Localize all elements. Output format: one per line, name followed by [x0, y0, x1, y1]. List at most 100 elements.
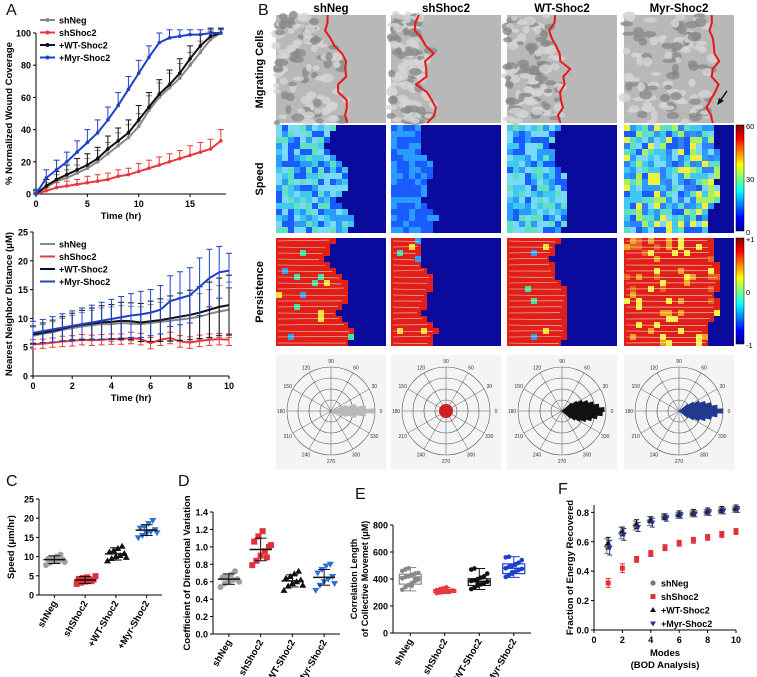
speed-cell [543, 179, 549, 185]
speed-cell [531, 179, 537, 185]
persistence-cell [300, 280, 306, 286]
cell [671, 63, 680, 73]
cell [689, 98, 701, 105]
speed-cell [642, 203, 648, 209]
speed-cell [330, 161, 336, 167]
y-tick-label: 0.2 [576, 596, 589, 606]
data-point [322, 563, 330, 570]
speed-cell [543, 221, 549, 227]
speed-cell [330, 185, 336, 191]
persistence-cell [666, 256, 672, 262]
persistence-cell [537, 262, 543, 268]
speed-cell [630, 203, 636, 209]
data-point [208, 34, 213, 39]
persistence-cell [336, 280, 342, 286]
persistence-cell [660, 334, 666, 340]
data-point [188, 153, 192, 158]
speed-cell [312, 137, 318, 143]
data-point [198, 50, 203, 55]
speed-cell [642, 179, 648, 185]
persistence-cell [324, 244, 330, 250]
vector-streak [625, 240, 708, 242]
speed-cell [294, 149, 300, 155]
speed-cell [391, 125, 397, 131]
cell [386, 112, 396, 119]
rose-spoke [523, 410, 563, 434]
speed-cell [549, 215, 555, 221]
persistence-cell [696, 238, 702, 244]
x-axis-label: Time (hr) [101, 211, 141, 222]
speed-cell [294, 179, 300, 185]
data-point [118, 542, 126, 549]
persistence-cell [324, 328, 330, 334]
speed-cell [642, 221, 648, 227]
speed-cell [276, 209, 282, 215]
speed-cell [624, 209, 630, 215]
rose-angle-label: 60 [701, 366, 707, 372]
speed-cell [403, 209, 409, 215]
cell [287, 27, 295, 34]
cell [331, 52, 343, 62]
speed-cell [409, 137, 415, 143]
speed-cell [696, 185, 702, 191]
speed-cell [702, 137, 708, 143]
speed-cell [288, 185, 294, 191]
speed-cell [330, 173, 336, 179]
speed-cell [276, 161, 282, 167]
colorbar-tick-label: -1 [746, 341, 753, 350]
cell [620, 21, 634, 27]
legend-label: shShoc2 [661, 592, 699, 602]
cell [533, 25, 542, 35]
migrating-cells-image [384, 10, 501, 126]
persistence-cell [678, 250, 684, 256]
group-shneg [398, 565, 422, 593]
persistence-cell [561, 304, 567, 310]
speed-cell [714, 185, 720, 191]
speed-cell [409, 167, 415, 173]
cell [395, 14, 410, 20]
speed-cell [294, 227, 300, 233]
rose-angle-label: 240 [417, 452, 426, 458]
speed-cell [555, 125, 561, 131]
speed-cell [306, 197, 312, 203]
cell [646, 85, 658, 91]
speed-cell [294, 209, 300, 215]
data-point [331, 580, 339, 587]
y-tick-label: 0 [23, 372, 28, 382]
speed-cell [714, 149, 720, 155]
data-point [106, 177, 110, 182]
persistence-cell [324, 322, 330, 328]
data-point [157, 40, 162, 45]
persistence-cell [330, 280, 336, 286]
speed-cell [282, 215, 288, 221]
speed-cell [282, 173, 288, 179]
speed-cell [312, 149, 318, 155]
data-point [663, 516, 670, 522]
speed-cell [525, 185, 531, 191]
y-tick-label: 0 [29, 591, 34, 601]
data-point [648, 551, 654, 557]
speed-cell [684, 221, 690, 227]
wound-edge-outline [705, 14, 721, 124]
persistence-cell [549, 262, 555, 268]
cell [285, 44, 297, 53]
speed-cell [654, 203, 660, 209]
speed-cell [642, 125, 648, 131]
speed-cell [312, 227, 318, 233]
cell [301, 118, 315, 126]
vector-streak [625, 336, 705, 338]
cell [646, 119, 657, 125]
speed-cell [702, 179, 708, 185]
speed-cell [672, 203, 678, 209]
rose-wedge [678, 403, 689, 412]
speed-cell [531, 131, 537, 137]
speed-cell [624, 179, 630, 185]
speed-cell [549, 149, 555, 155]
speed-cell [690, 149, 696, 155]
speed-cell [294, 143, 300, 149]
speed-cell [714, 167, 720, 173]
speed-cell [690, 131, 696, 137]
cell [279, 20, 286, 30]
